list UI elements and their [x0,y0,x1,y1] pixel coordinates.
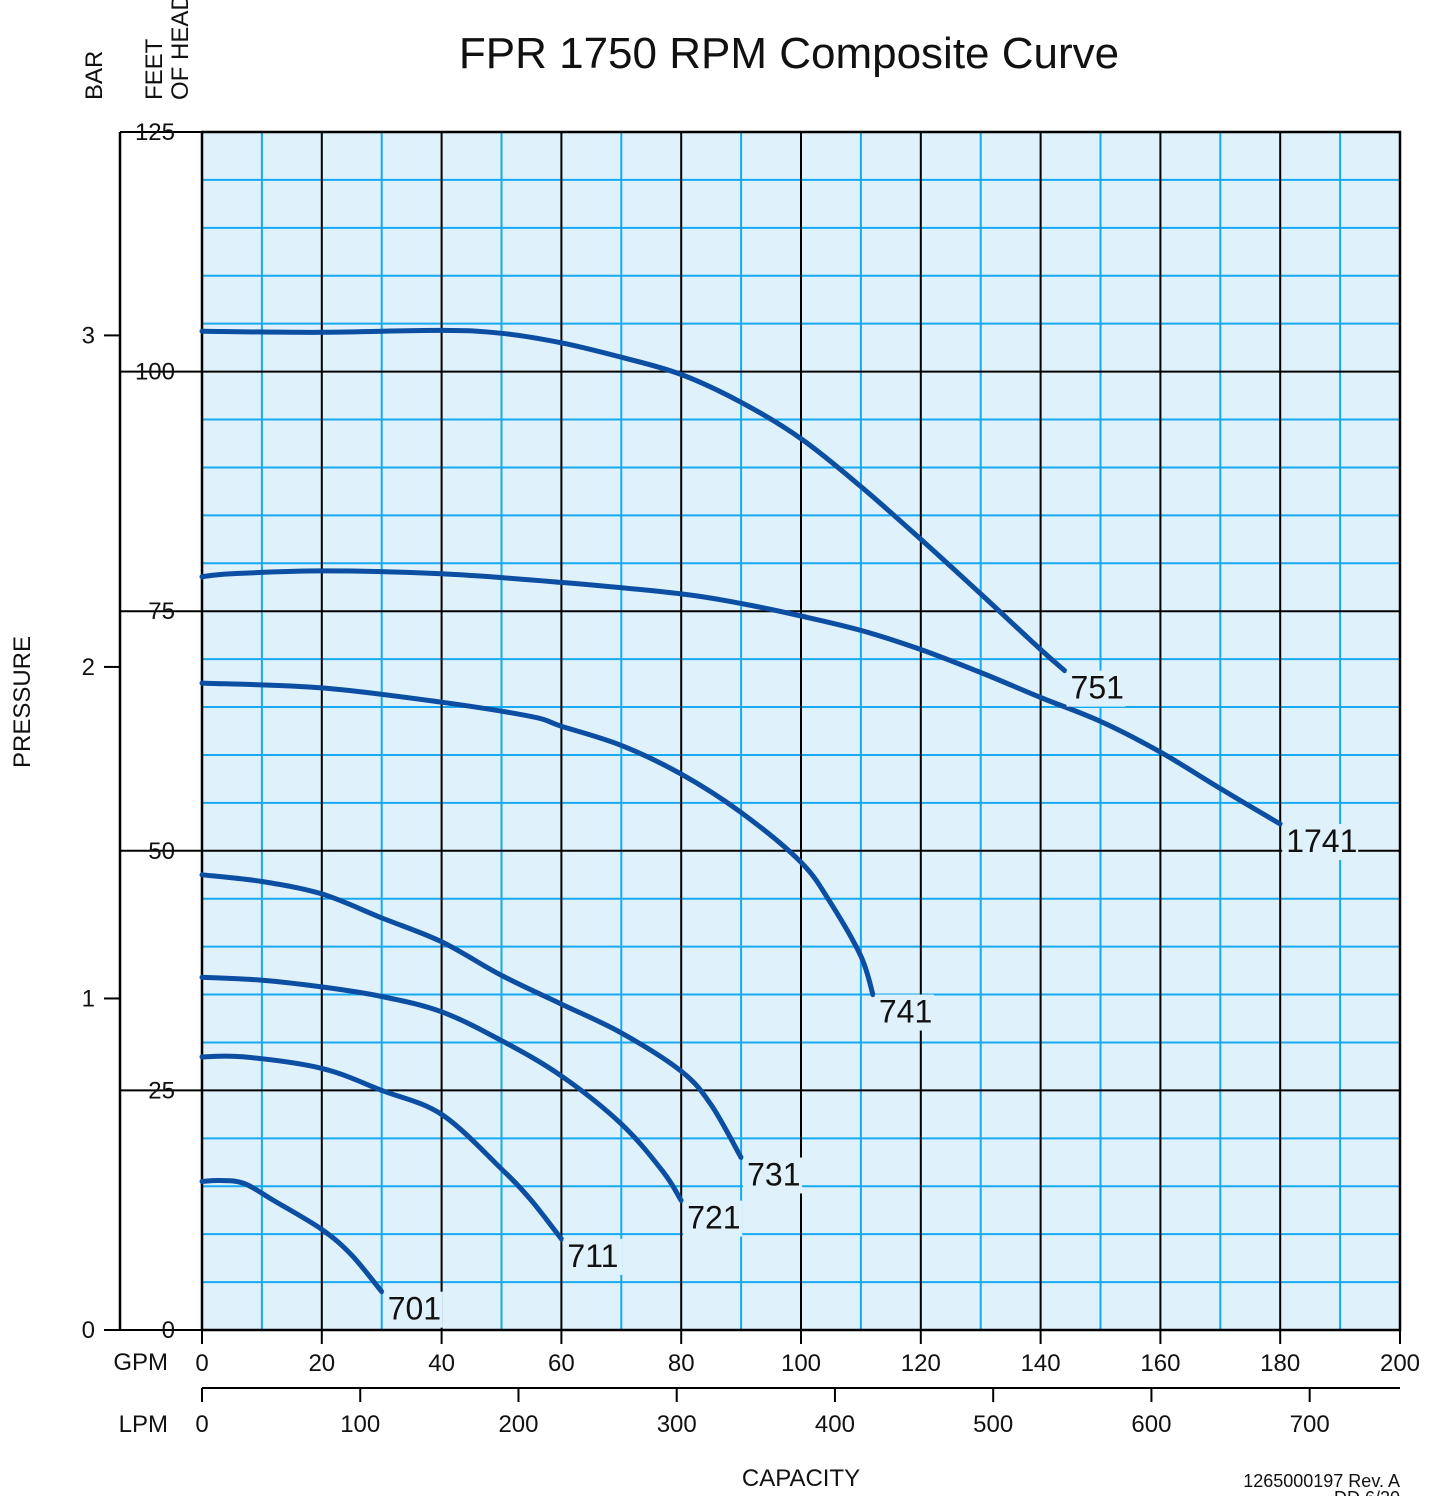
bar-tick-label: 0 [82,1317,95,1344]
curve-label-bg [683,1200,743,1237]
pump-curve-1741 [199,568,1283,827]
curves [199,327,1283,1295]
bar-tick-label: 3 [82,322,95,349]
lpm-tick-label: 300 [657,1411,697,1438]
gpm-tick-label: 180 [1260,1350,1300,1377]
curve-label-721: 721 [687,1200,740,1236]
gpm-tick-label: 160 [1140,1350,1180,1377]
pump-curve-731 [199,872,744,1160]
lpm-tick-label: 400 [815,1411,855,1438]
feet-tick-label: 125 [135,119,175,146]
gpm-tick-label: 40 [428,1350,455,1377]
lpm-tick-label: 0 [195,1411,208,1438]
x-axis-label: CAPACITY [742,1465,860,1492]
lpm-unit-label: LPM [119,1411,168,1438]
grid [200,130,1402,1332]
curve-label-bg [383,1291,443,1328]
gpm-unit-label: GPM [113,1349,168,1376]
feet-tick-label: 25 [148,1077,175,1104]
curve-label-1741: 1741 [1286,823,1357,859]
feet-tick-label: 50 [148,838,175,865]
gpm-tick-label: 60 [548,1350,575,1377]
gpm-tick-label: 20 [308,1350,335,1377]
curve-label-bg [874,994,934,1031]
curve-label-bg [563,1238,623,1275]
doc-number: 1265000197 Rev. A [1243,1471,1400,1491]
gpm-tick-label: 0 [195,1350,208,1377]
lpm-tick-label: 200 [498,1411,538,1438]
curve-label-701: 701 [388,1291,441,1327]
pump-curve-701 [199,1177,385,1295]
feet-axis-header-line1: FEET [141,38,168,100]
curve-label-bg [1282,823,1359,860]
axes: 0 25 50 75 100 125 0 1 2 3 0 20 40 60 80 100 120 140 160 18… [82,119,1420,1438]
feet-axis-header-line2: OF HEAD [167,0,194,100]
gpm-tick-label: 80 [668,1350,695,1377]
feet-tick-label: 0 [162,1317,175,1344]
y-axis-label: PRESSURE [9,636,36,768]
bar-axis-header: BAR [81,51,108,100]
lpm-tick-label: 100 [340,1411,380,1438]
pump-curve-711 [199,1053,564,1242]
doc-date: DD 6/20 [1334,1488,1400,1496]
pump-curve-741 [199,680,876,998]
curve-label-751: 751 [1071,670,1124,706]
gpm-tick-label: 100 [781,1350,821,1377]
pump-curve-751 [199,327,1068,674]
lpm-tick-label: 700 [1290,1411,1330,1438]
feet-tick-label: 75 [148,598,175,625]
curve-label-711: 711 [567,1238,618,1274]
bar-tick-label: 1 [82,985,95,1012]
bar-tick-label: 2 [82,654,95,681]
curve-label-731: 731 [747,1156,800,1192]
curve-label-bg [743,1157,803,1194]
gpm-tick-label: 140 [1021,1350,1061,1377]
lpm-tick-label: 500 [973,1411,1013,1438]
feet-tick-label: 100 [135,359,175,386]
pump-curve-721 [199,974,684,1204]
lpm-tick-label: 600 [1131,1411,1171,1438]
gpm-tick-label: 120 [901,1350,941,1377]
curve-label-741: 741 [879,994,932,1030]
curve-label-bg [1066,670,1126,707]
chart-title: FPR 1750 RPM Composite Curve [459,29,1119,78]
gpm-tick-label: 200 [1380,1350,1420,1377]
